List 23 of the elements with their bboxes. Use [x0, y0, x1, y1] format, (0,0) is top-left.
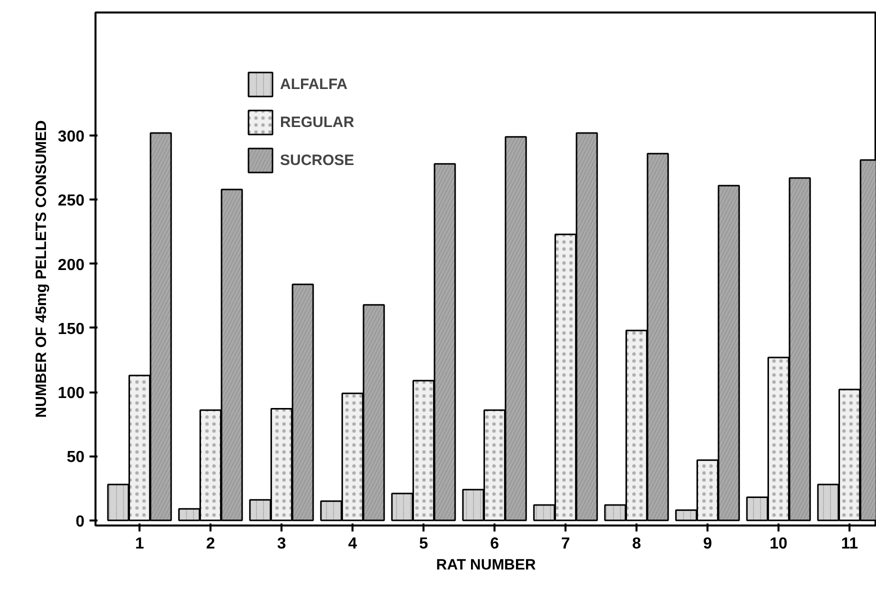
- y-tick-label: 50: [66, 449, 85, 466]
- legend-label: ALFALFA: [280, 76, 348, 92]
- x-tick-label: 5: [419, 536, 428, 552]
- y-tick-label: 0: [76, 513, 85, 530]
- legend-label: SUCROSE: [280, 152, 354, 168]
- x-tick-label: 6: [490, 536, 500, 552]
- y-tick-label: 150: [58, 320, 85, 338]
- y-tick-label: 200: [58, 256, 85, 274]
- x-tick-label: 9: [703, 536, 712, 552]
- y-tick-label: 250: [58, 192, 85, 210]
- x-tick-label: 3: [277, 536, 286, 552]
- x-tick-label: 4: [348, 536, 358, 552]
- y-axis-title: NUMBER OF 45mg PELLETS CONSUMED: [32, 120, 50, 418]
- y-tick-label: 300: [58, 128, 85, 146]
- legend-label: REGULAR: [280, 114, 354, 130]
- x-tick-label: 11: [841, 536, 858, 552]
- x-axis-title: RAT NUMBER: [436, 556, 536, 574]
- x-tick-label: 10: [770, 536, 788, 552]
- x-tick-label: 8: [632, 536, 642, 552]
- x-tick-label: 1: [135, 536, 144, 552]
- x-tick-label: 7: [561, 536, 570, 552]
- y-tick-label: 100: [58, 385, 85, 402]
- x-tick-label: 2: [206, 536, 216, 552]
